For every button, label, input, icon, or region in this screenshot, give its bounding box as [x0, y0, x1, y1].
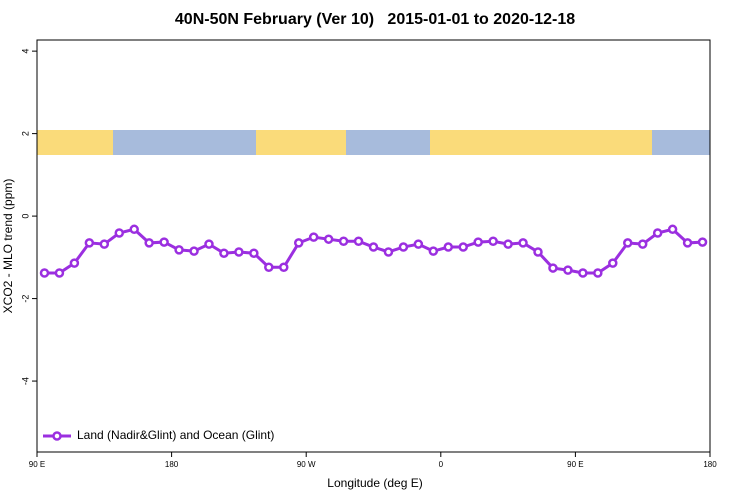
data-point — [353, 236, 364, 247]
data-point — [308, 232, 319, 242]
legend-label: Land (Nadir&Glint) and Ocean (Glint) — [77, 428, 274, 442]
data-point — [293, 238, 304, 248]
data-point — [473, 237, 483, 247]
data-point — [144, 238, 154, 248]
data-point — [428, 246, 439, 256]
data-point — [69, 258, 80, 268]
data-point — [622, 238, 633, 248]
data-point — [54, 268, 65, 278]
data-point — [458, 242, 468, 252]
data-point — [84, 238, 95, 248]
data-point — [174, 245, 184, 255]
data-point — [323, 234, 334, 244]
data-point — [114, 228, 125, 238]
land — [430, 130, 652, 155]
x-tick-label: 90 E — [29, 460, 45, 469]
data-point — [234, 247, 244, 257]
legend-marker — [52, 431, 62, 441]
y-tick-label: 4 — [20, 49, 30, 54]
data-point — [682, 238, 693, 248]
data-point — [249, 248, 259, 258]
data-point — [279, 262, 289, 272]
data-point — [383, 247, 394, 257]
data-point — [129, 224, 139, 235]
x-tick-label: 90 E — [567, 460, 583, 469]
x-tick-label: 0 — [439, 460, 444, 469]
data-point — [578, 268, 588, 278]
data-point — [563, 265, 573, 275]
land — [37, 130, 113, 155]
land — [256, 130, 346, 155]
data-point — [99, 239, 110, 249]
data-point — [503, 239, 513, 249]
x-tick-label: 180 — [165, 460, 179, 469]
data-point — [413, 239, 424, 249]
y-tick-label: 2 — [20, 131, 30, 136]
data-point — [608, 258, 618, 268]
data-point — [368, 242, 379, 252]
y-tick-label: 0 — [20, 214, 30, 219]
data-point — [533, 247, 543, 257]
data-point — [697, 237, 708, 247]
x-tick-label: 90 W — [297, 460, 316, 469]
data-point — [338, 236, 349, 247]
y-tick-label: -2 — [20, 295, 30, 303]
data-point — [652, 228, 663, 238]
y-tick-label: -4 — [20, 377, 30, 385]
data-point — [667, 224, 678, 235]
x-axis-label: Longitude (deg E) — [327, 476, 422, 490]
map-strip — [37, 130, 710, 155]
data-point — [637, 239, 648, 249]
data-point — [443, 242, 454, 252]
data-point — [264, 262, 274, 272]
data-point — [189, 246, 199, 256]
data-point — [548, 263, 558, 273]
data-point — [219, 248, 229, 258]
data-point — [518, 238, 528, 248]
data-point — [204, 239, 214, 249]
data-point — [488, 236, 498, 247]
data-point — [398, 242, 409, 252]
plot-frame — [36, 39, 711, 453]
x-tick-label: 180 — [703, 460, 717, 469]
data-point — [593, 268, 603, 278]
data-point — [39, 268, 50, 278]
data-point — [159, 237, 169, 247]
chart-title: 40N-50N February (Ver 10) 2015-01-01 to … — [175, 11, 575, 28]
y-axis-label: XCO2 - MLO trend (ppm) — [1, 179, 15, 314]
